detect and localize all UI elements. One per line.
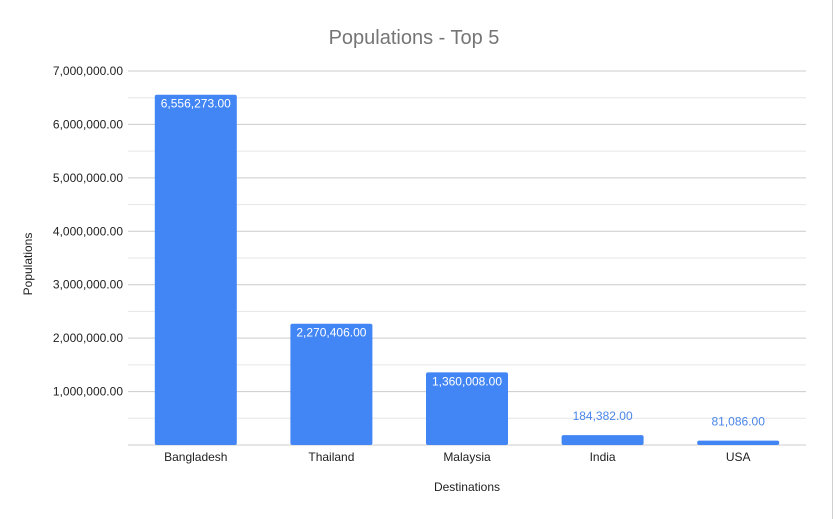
- x-tick-label: USA: [726, 450, 751, 464]
- chart-title: Populations - Top 5: [329, 27, 500, 49]
- bar: [154, 94, 237, 445]
- data-label: 81,086.00: [712, 415, 766, 429]
- x-tick-label: India: [590, 450, 616, 464]
- panel-edge: [832, 0, 833, 519]
- x-tick-label: Malaysia: [443, 450, 491, 464]
- y-axis-ticks: 1,000,000.00 2,000,000.00 3,000,000.00 4,00…: [53, 64, 123, 399]
- data-label: 6,556,273.00: [161, 97, 231, 111]
- y-tick-label: 7,000,000.00: [53, 64, 123, 78]
- bar: [561, 435, 644, 445]
- y-tick-label: 4,000,000.00: [53, 224, 123, 238]
- y-tick-label: 2,000,000.00: [53, 331, 123, 345]
- x-tick-label: Bangladesh: [164, 450, 227, 464]
- y-tick-label: 6,000,000.00: [53, 117, 123, 131]
- x-tick-label: Thailand: [308, 450, 354, 464]
- y-tick-label: 3,000,000.00: [53, 278, 123, 292]
- x-axis-title: Destinations: [434, 480, 500, 494]
- bars: [154, 94, 780, 445]
- x-axis-ticks: Bangladesh Thailand Malaysia India USA: [164, 450, 750, 464]
- data-label: 184,382.00: [573, 409, 633, 423]
- y-tick-label: 1,000,000.00: [53, 385, 123, 399]
- gridlines: [128, 70, 806, 446]
- y-axis-title: Populations: [21, 233, 35, 296]
- bar: [697, 440, 780, 445]
- data-labels: 6,556,273.00 2,270,406.00 1,360,008.00 184,…: [161, 97, 765, 429]
- data-label: 2,270,406.00: [296, 326, 366, 340]
- y-tick-label: 5,000,000.00: [53, 171, 123, 185]
- data-label: 1,360,008.00: [432, 374, 502, 388]
- bar: [426, 372, 508, 445]
- bar: [290, 323, 373, 445]
